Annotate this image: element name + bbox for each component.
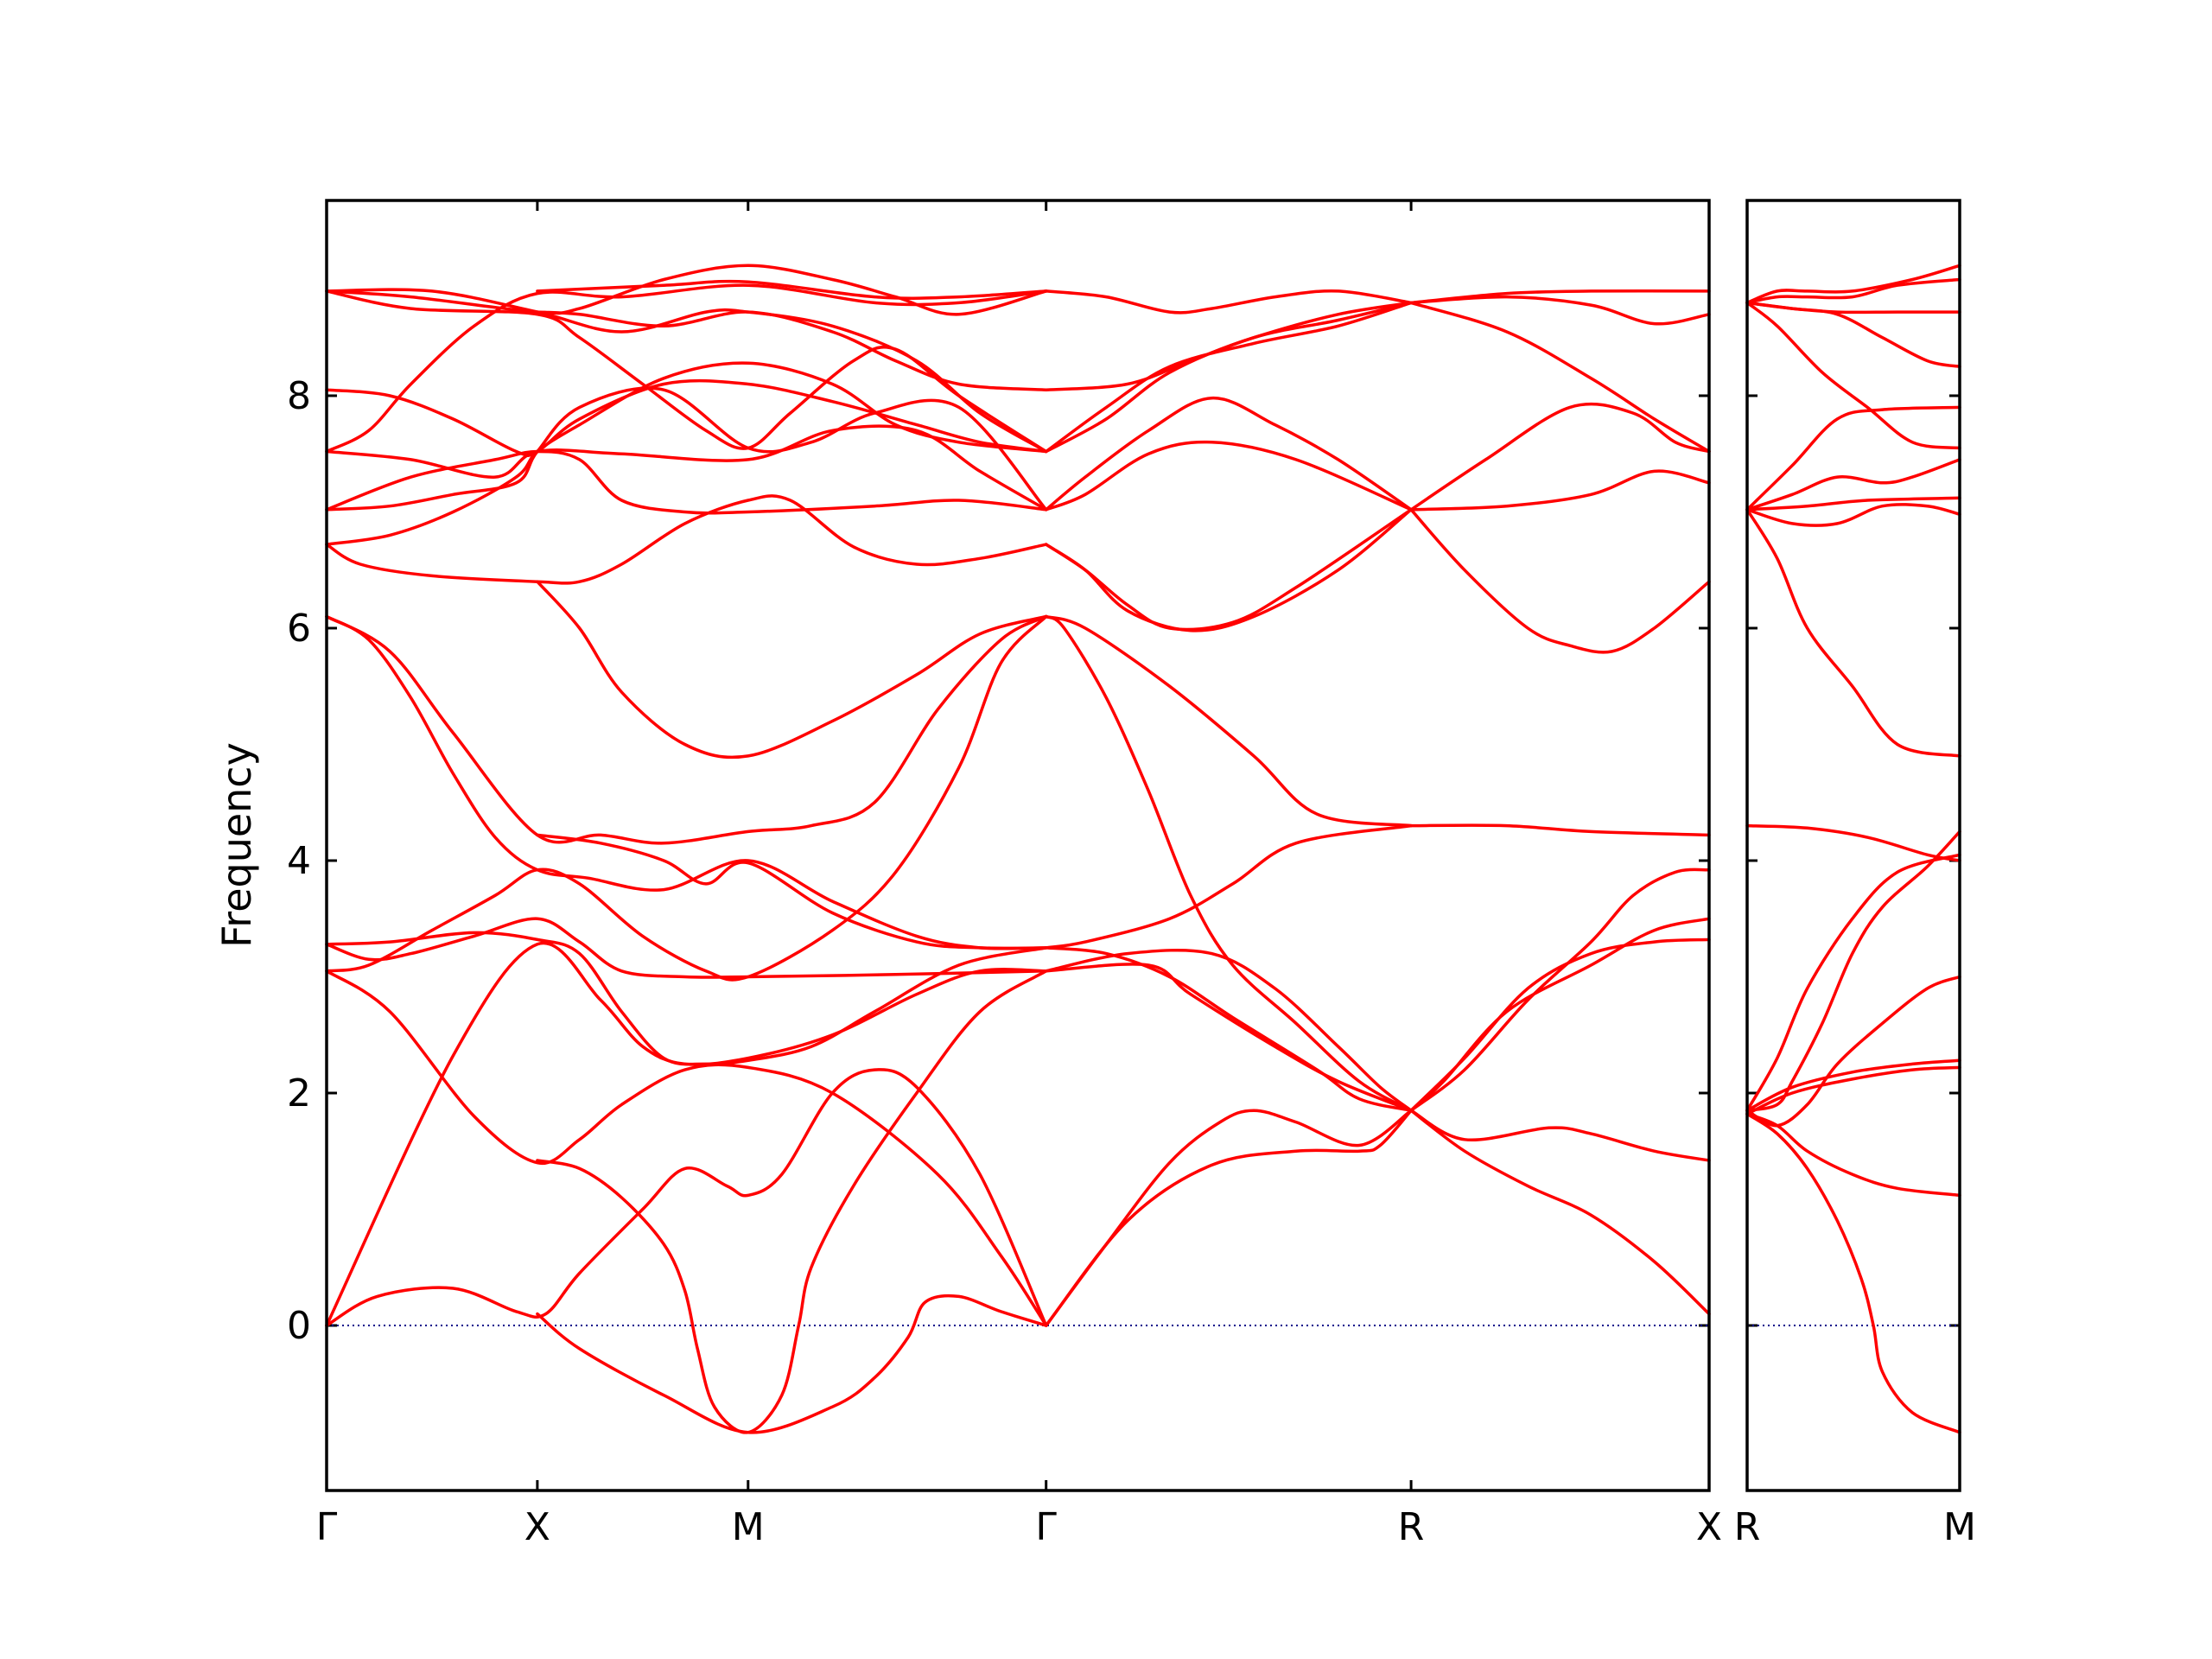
band-line-right-16 <box>1745 277 1961 305</box>
band-line-right-4 <box>1745 975 1961 1128</box>
band-line-right-5 <box>1745 853 1961 1112</box>
band-line-main-8 <box>325 614 1048 950</box>
band-line-right-9 <box>1745 503 1961 527</box>
band-line-right-7 <box>1745 823 1961 862</box>
band-line-main-5 <box>325 917 1048 979</box>
band-line-main-10 <box>536 833 1048 950</box>
main-panel-frame <box>325 199 1711 1492</box>
band-line-main-15 <box>325 424 1048 512</box>
band-line-main-32 <box>1044 508 1413 632</box>
band-line-main-1 <box>325 941 1048 1327</box>
band-line-main-34 <box>1044 440 1413 512</box>
band-line-main-24 <box>1044 1109 1413 1327</box>
band-line-main-13 <box>325 361 1048 546</box>
y-tick-label: 4 <box>287 839 311 883</box>
x-tick-label: R <box>1398 1505 1425 1549</box>
band-line-main-43 <box>1409 938 1711 1112</box>
band-line-main-26 <box>1044 948 1413 1112</box>
band-line-main-38 <box>1044 301 1413 391</box>
band-line-main-7 <box>325 614 1048 982</box>
band-line-main-35 <box>1044 396 1413 512</box>
band-line-main-3 <box>536 1294 1048 1434</box>
y-axis-title: Frequency <box>213 742 260 948</box>
y-tick-label: 8 <box>287 374 311 418</box>
band-line-main-50 <box>1409 295 1711 326</box>
band-line-main-36 <box>1044 301 1413 454</box>
band-line-main-4 <box>536 969 1048 1434</box>
y-tick-labels: 0 2 4 6 8 <box>287 374 311 1348</box>
band-line-main-42 <box>1409 917 1711 1112</box>
x-tick-label: X <box>524 1505 550 1549</box>
band-line-main-9 <box>325 614 1048 845</box>
y-tick-label: 2 <box>287 1071 311 1116</box>
band-line-right-12 <box>1745 405 1961 512</box>
band-line-right-15 <box>1745 301 1961 369</box>
band-line-main-37 <box>1044 301 1413 454</box>
band-line-right-8 <box>1745 508 1961 758</box>
band-line-main-40 <box>1409 1109 1711 1162</box>
band-line-main-25 <box>1044 1109 1413 1327</box>
band-line-right-2 <box>1745 1065 1961 1116</box>
band-line-right-13 <box>1745 301 1961 450</box>
band-line-main-27 <box>1044 963 1413 1112</box>
band-line-main-48 <box>1409 402 1711 512</box>
band-line-right-10 <box>1745 496 1961 512</box>
band-line-main-30 <box>1044 614 1413 828</box>
bands-main-panel <box>325 264 1711 1434</box>
band-line-right-11 <box>1745 458 1961 512</box>
band-line-main-44 <box>1409 868 1711 1112</box>
band-line-main-19 <box>325 264 1048 316</box>
band-line-main-39 <box>1044 289 1413 315</box>
band-line-main-18 <box>325 378 1048 457</box>
band-line-right-17 <box>1745 264 1961 305</box>
band-line-right-6 <box>1745 830 1961 1112</box>
right-panel-frame <box>1745 199 1961 1492</box>
band-line-main-2 <box>325 969 1048 1327</box>
band-line-main-12 <box>536 580 1048 760</box>
x-tick-label: Γ <box>316 1505 338 1549</box>
band-line-main-22 <box>536 279 1048 300</box>
band-line-main-16 <box>325 449 1048 515</box>
band-line-main-28 <box>1044 946 1413 1112</box>
y-tick-label: 6 <box>287 607 311 651</box>
x-tick-label: M <box>732 1505 765 1549</box>
band-line-main-41 <box>1409 1109 1711 1316</box>
band-line-main-46 <box>1409 508 1711 654</box>
band-line-main-23 <box>536 310 1048 391</box>
band-line-main-51 <box>1409 289 1711 305</box>
band-line-main-33 <box>1044 508 1413 632</box>
x-tick-label: X <box>1696 1505 1722 1549</box>
band-line-main-29 <box>1044 614 1413 1112</box>
y-tick-label: 0 <box>287 1304 311 1348</box>
band-line-main-49 <box>1409 301 1711 454</box>
band-line-main-14 <box>325 386 1048 512</box>
band-line-main-0 <box>325 1068 1048 1327</box>
bands-right-panel <box>1745 264 1961 1434</box>
y-tick-marks <box>327 394 1960 1327</box>
band-line-main-11 <box>325 494 1048 585</box>
band-line-main-31 <box>1044 823 1413 950</box>
band-line-main-6 <box>325 931 1048 1066</box>
band-line-right-0 <box>1745 1112 1961 1434</box>
x-tick-label: Γ <box>1035 1505 1057 1549</box>
x-tick-label: R <box>1734 1505 1761 1549</box>
band-line-main-45 <box>1409 823 1711 837</box>
x-tick-label: M <box>1943 1505 1976 1549</box>
band-line-main-47 <box>1409 469 1711 512</box>
band-line-right-3 <box>1745 1058 1961 1112</box>
